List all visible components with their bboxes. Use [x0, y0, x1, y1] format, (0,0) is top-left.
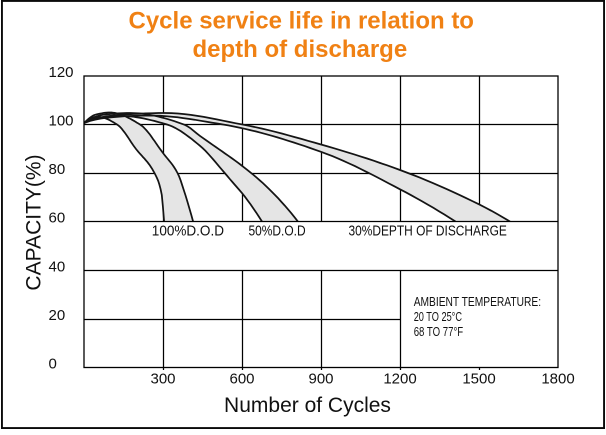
svg-text:60: 60: [49, 210, 66, 227]
svg-text:1200: 1200: [383, 370, 416, 387]
svg-text:120: 120: [49, 64, 74, 81]
svg-text:Number of Cycles: Number of Cycles: [224, 394, 391, 417]
svg-text:Cycle service life in relation: Cycle service life in relation to: [129, 8, 474, 35]
svg-text:100: 100: [49, 113, 74, 130]
svg-text:50%D.O.D: 50%D.O.D: [249, 224, 306, 240]
svg-text:80: 80: [49, 161, 66, 178]
svg-text:100%D.O.D: 100%D.O.D: [152, 224, 224, 240]
svg-text:30%DEPTH OF DISCHARGE: 30%DEPTH OF DISCHARGE: [349, 224, 508, 240]
svg-text:20: 20: [49, 307, 66, 324]
svg-text:AMBIENT TEMPERATURE:: AMBIENT TEMPERATURE:: [414, 295, 541, 309]
svg-text:CAPACITY(%): CAPACITY(%): [23, 154, 46, 290]
svg-text:600: 600: [229, 370, 254, 387]
svg-text:depth of discharge: depth of discharge: [193, 36, 408, 63]
svg-text:0: 0: [49, 356, 57, 373]
svg-text:40: 40: [49, 259, 66, 276]
svg-text:20 TO 25°C: 20 TO 25°C: [414, 310, 462, 324]
svg-text:900: 900: [308, 370, 333, 387]
svg-text:68 TO 77°F: 68 TO 77°F: [414, 325, 464, 339]
svg-text:300: 300: [150, 370, 175, 387]
svg-text:1500: 1500: [462, 370, 495, 387]
svg-text:1800: 1800: [541, 370, 574, 387]
